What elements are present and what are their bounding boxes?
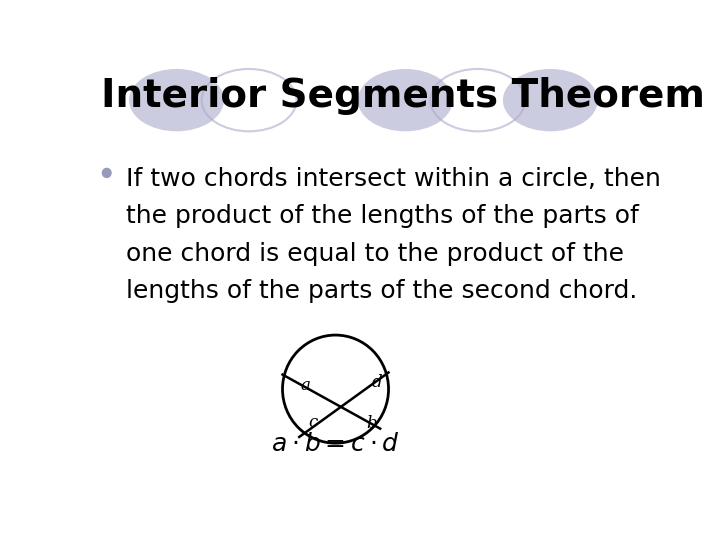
Ellipse shape — [129, 69, 224, 131]
Ellipse shape — [358, 69, 453, 131]
Text: b: b — [366, 415, 377, 431]
Text: c: c — [308, 414, 318, 431]
Ellipse shape — [503, 69, 598, 131]
Ellipse shape — [102, 168, 112, 178]
Text: the product of the lengths of the parts of: the product of the lengths of the parts … — [126, 204, 639, 228]
Text: If two chords intersect within a circle, then: If two chords intersect within a circle,… — [126, 167, 661, 191]
Text: Interior Segments Theorem: Interior Segments Theorem — [101, 77, 705, 115]
Text: one chord is equal to the product of the: one chord is equal to the product of the — [126, 241, 624, 266]
Text: a: a — [301, 377, 311, 394]
Text: $a \cdot b = c \cdot d$: $a \cdot b = c \cdot d$ — [271, 433, 400, 456]
Text: lengths of the parts of the second chord.: lengths of the parts of the second chord… — [126, 279, 638, 303]
Text: d: d — [372, 374, 383, 391]
